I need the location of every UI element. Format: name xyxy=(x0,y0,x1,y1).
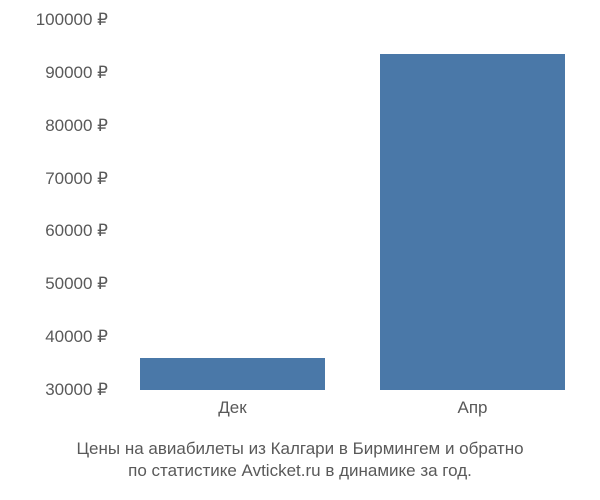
x-tick-label: Апр xyxy=(458,398,488,418)
y-axis: 30000 ₽40000 ₽50000 ₽60000 ₽70000 ₽80000… xyxy=(0,20,108,390)
y-tick-label: 80000 ₽ xyxy=(45,116,108,136)
y-tick-label: 40000 ₽ xyxy=(45,327,108,347)
y-tick-label: 50000 ₽ xyxy=(45,274,108,294)
plot-area xyxy=(115,20,580,390)
chart-caption: Цены на авиабилеты из Калгари в Бирминге… xyxy=(0,438,600,482)
caption-line-2: по статистике Avticket.ru в динамике за … xyxy=(0,460,600,482)
x-tick-label: Дек xyxy=(218,398,246,418)
y-tick-label: 100000 ₽ xyxy=(36,10,108,30)
y-tick-label: 70000 ₽ xyxy=(45,169,108,189)
y-tick-label: 90000 ₽ xyxy=(45,63,108,83)
bar xyxy=(140,358,325,390)
bar xyxy=(380,54,565,390)
x-axis: Дек Апр xyxy=(115,398,580,423)
y-tick-label: 60000 ₽ xyxy=(45,221,108,241)
price-chart: 30000 ₽ 40000 ₽ 50000 ₽ 60000 ₽ 70000 ₽ 80000… xyxy=(0,0,600,500)
y-tick-label: 30000 ₽ xyxy=(45,380,108,400)
caption-line-1: Цены на авиабилеты из Калгари в Бирминге… xyxy=(0,438,600,460)
